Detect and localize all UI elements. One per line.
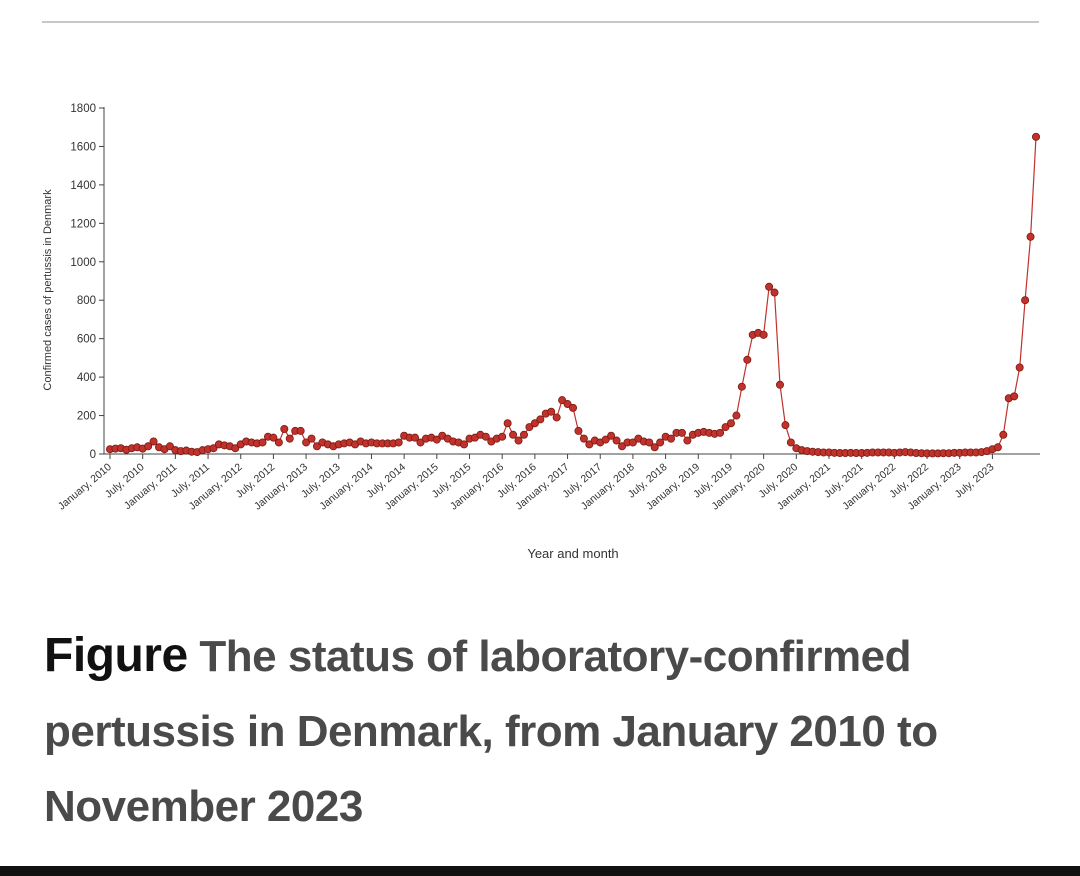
y-tick-label: 600 (77, 334, 96, 346)
data-point (650, 443, 659, 452)
data-point (1015, 363, 1024, 372)
data-point (585, 440, 594, 449)
x-axis-label: Year and month (527, 546, 618, 561)
y-axis: 0 200 400 600 800 1000 1200 1400 1600 1800 (70, 103, 105, 461)
y-axis-label: Confirmed cases of pertussis in Denmark (42, 189, 54, 391)
data-point (645, 438, 654, 447)
data-point (563, 400, 572, 409)
y-tick-label: 800 (77, 295, 96, 307)
data-point (258, 438, 267, 447)
figure-label: Figure (44, 629, 188, 682)
data-point (411, 433, 420, 442)
data-point (743, 355, 752, 364)
data-point (656, 438, 665, 447)
data-point (677, 428, 686, 437)
data-point (514, 436, 523, 445)
data-point (1032, 132, 1041, 141)
data-point (618, 442, 627, 451)
y-tick-label: 400 (77, 372, 96, 384)
data-point (628, 438, 637, 447)
data-point (552, 413, 561, 422)
data-point (460, 440, 469, 449)
y-tick-label: 200 (77, 411, 96, 423)
data-point (732, 411, 741, 420)
data-point (569, 403, 578, 412)
data-point (716, 428, 725, 437)
y-tick-label: 1000 (70, 257, 96, 269)
data-point (498, 432, 507, 441)
data-point (481, 432, 490, 441)
data-point (547, 407, 556, 416)
data-point (759, 330, 768, 339)
data-point (149, 437, 158, 446)
figure-caption: Figure The status of laboratory-confirme… (44, 618, 1044, 844)
data-point (683, 436, 692, 445)
data-point (296, 426, 305, 435)
data-point (726, 419, 735, 428)
y-tick-label: 1200 (70, 218, 96, 230)
y-tick-label: 1400 (70, 180, 96, 192)
data-point (1021, 296, 1030, 305)
data-point (574, 426, 583, 435)
series-group (106, 132, 1041, 458)
data-point (770, 288, 779, 297)
data-point (525, 423, 534, 432)
data-point (993, 443, 1002, 452)
data-point (509, 430, 518, 439)
data-point (558, 396, 567, 405)
data-point (765, 282, 774, 291)
data-point (269, 433, 278, 442)
data-point (999, 430, 1008, 439)
data-point (530, 419, 539, 428)
y-tick-label: 0 (90, 449, 96, 461)
top-divider (42, 21, 1039, 23)
data-point (601, 435, 610, 444)
pertussis-line-chart: 0 200 400 600 800 1000 1200 1400 1600 1800 Januar… (42, 103, 1041, 561)
y-tick-label: 1800 (70, 103, 96, 115)
data-point (667, 434, 676, 443)
data-point (579, 434, 588, 443)
data-point (209, 444, 218, 453)
bottom-bar (0, 866, 1080, 876)
data-point (1026, 232, 1035, 241)
data-point (1010, 392, 1019, 401)
data-point (737, 382, 746, 391)
data-point (302, 438, 311, 447)
figure-caption-text: The status of laboratory-confirmed pertu… (44, 632, 938, 831)
data-point (721, 423, 730, 432)
data-point (612, 436, 621, 445)
data-point (394, 438, 403, 447)
data-point (280, 425, 289, 434)
x-tick-label: January, 2010 (56, 461, 114, 513)
data-point (432, 435, 441, 444)
data-point (536, 415, 545, 424)
y-tick-label: 1600 (70, 141, 96, 153)
data-point (519, 430, 528, 439)
data-point (781, 421, 790, 430)
data-point (312, 442, 321, 451)
data-point (607, 431, 616, 440)
data-point (307, 434, 316, 443)
data-point (775, 380, 784, 389)
data-point (285, 434, 294, 443)
data-point (165, 442, 174, 451)
data-point (416, 438, 425, 447)
data-point (231, 444, 240, 453)
data-point (786, 438, 795, 447)
data-point (144, 442, 153, 451)
data-point (274, 438, 283, 447)
data-point (503, 419, 512, 428)
